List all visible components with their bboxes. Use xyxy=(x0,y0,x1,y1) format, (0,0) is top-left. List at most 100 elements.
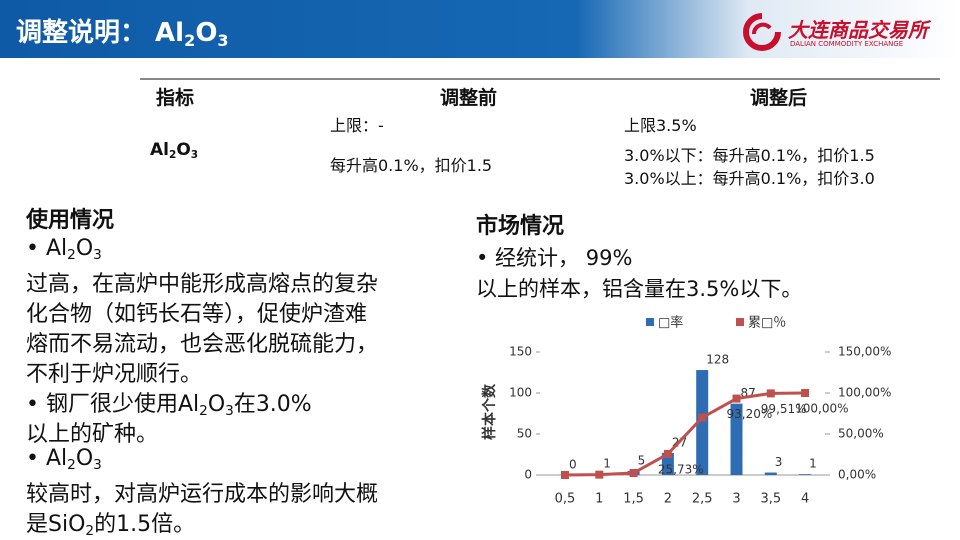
usage-line: 过高，在高炉中能形成高熔点的复杂 xyxy=(26,266,378,298)
usage-line: 较高时，对高炉运行成本的影响大概 xyxy=(26,476,378,508)
table-header: 调整前 xyxy=(440,87,498,109)
line-marker xyxy=(663,449,672,458)
line-marker xyxy=(595,470,604,479)
subscript: 3 xyxy=(217,30,229,50)
section-title: 使用情况 xyxy=(26,208,115,233)
text-run: 在3.0% xyxy=(233,392,312,417)
subscript: 3 xyxy=(225,403,234,420)
bar-value-label: 1 xyxy=(603,457,611,471)
table-cell: 3.0%以上：每升高0.1%，扣价3.0 xyxy=(624,169,875,188)
subscript: 2 xyxy=(168,149,177,162)
table-header: 调整后 xyxy=(750,87,808,109)
text-run: • Al xyxy=(26,446,68,471)
bar xyxy=(661,452,674,475)
table-cell: 上限：- xyxy=(330,116,384,135)
text-run: • Al xyxy=(26,236,68,261)
x-tick-label: 3 xyxy=(732,492,740,507)
text-run: O xyxy=(75,236,94,261)
text-run: 较高时，对高炉运行成本的影响大概 xyxy=(26,482,379,507)
text-run: O xyxy=(195,18,218,48)
usage-line: 熔而不易流动，也会恶化脱硫能力， xyxy=(26,326,378,358)
subscript: 2 xyxy=(184,30,196,50)
text-run: 不利于炉况顺行。 xyxy=(26,362,203,387)
legend-swatch xyxy=(646,318,654,326)
table-cell: 每升高0.1%，扣价1.5 xyxy=(330,156,493,175)
usage-line: 是SiO2的1.5倍。 xyxy=(26,506,195,539)
y-tick-label: 0 xyxy=(524,468,532,482)
bar-value-label: 5 xyxy=(638,453,646,467)
legend-swatch xyxy=(736,318,744,326)
x-tick-label: 2 xyxy=(664,492,672,507)
table-cell: 3.0%以下：每升高0.1%，扣价1.5 xyxy=(624,146,875,165)
header-bar xyxy=(0,0,960,58)
y-tick-label: 150 xyxy=(509,345,532,359)
usage-line: 以上的矿种。 xyxy=(26,416,158,448)
y2-tick-label: 0,00% xyxy=(838,468,876,482)
usage-line: • 钢厂很少使用Al2O3在3.0% xyxy=(26,386,312,419)
subscript: 2 xyxy=(67,247,76,264)
bar-value-label: 128 xyxy=(706,353,729,367)
usage-line: 化合物（如钙长石等），促使炉渣难 xyxy=(26,296,367,328)
text-run: O xyxy=(75,446,94,471)
bar xyxy=(799,474,812,475)
y-axis-label: 样本个数 xyxy=(481,383,498,440)
line-marker xyxy=(698,413,707,422)
cumulative-line xyxy=(564,391,806,477)
line-value-label: 93,20% xyxy=(727,407,773,421)
y-tick-label: 50 xyxy=(517,427,532,441)
line-marker xyxy=(766,389,775,398)
line-value-label: 99,51% xyxy=(761,402,807,416)
x-tick-label: 4 xyxy=(801,492,809,507)
subscript: 2 xyxy=(199,403,208,420)
text-run: Al xyxy=(150,140,169,160)
line-value-label: 100,00% xyxy=(795,402,848,416)
legend-label: □率 xyxy=(658,315,683,331)
y2-tick-label: 50,00% xyxy=(838,427,884,441)
text-run: 调整说明： Al xyxy=(16,18,185,48)
x-tick-label: 1 xyxy=(595,492,603,507)
bar-value-label: 3 xyxy=(775,455,783,469)
bar xyxy=(696,370,709,475)
y2-tick-label: 150,00% xyxy=(838,345,891,359)
logo-text: 大连商品交易所 xyxy=(788,18,928,42)
line-marker xyxy=(561,471,569,479)
usage-line: 不利于炉况顺行。 xyxy=(26,356,202,388)
section-title: 市场情况 xyxy=(476,214,565,239)
bar-value-label: 0 xyxy=(569,458,577,472)
text-run: 的1.5倍。 xyxy=(94,512,196,537)
text-run: 以上的矿种。 xyxy=(26,422,159,447)
text-run: 化合物（如钙长石等），促使炉渣难 xyxy=(26,302,368,327)
line-marker xyxy=(801,389,810,397)
table-cell: Al2O3 xyxy=(150,140,198,161)
line-marker xyxy=(629,468,638,477)
x-tick-label: 0,5 xyxy=(555,492,576,507)
text-run: 是SiO xyxy=(26,512,86,537)
x-tick-label: 2,5 xyxy=(692,492,713,507)
legend-label: 累□％ xyxy=(748,316,786,331)
text-run: • 钢厂很少使用Al xyxy=(26,392,200,417)
text-run: 过高，在高炉中能形成高熔点的复杂 xyxy=(26,272,379,297)
table-rule xyxy=(140,78,940,80)
usage-line: • Al2O3 xyxy=(26,236,102,263)
subscript: 2 xyxy=(67,457,76,474)
bar xyxy=(730,403,743,475)
table-cell: 上限3.5% xyxy=(624,116,697,135)
y2-tick-label: 100,00% xyxy=(838,386,891,400)
line-value-label: 25,73% xyxy=(658,462,704,476)
subscript: 3 xyxy=(93,457,102,474)
subscript: 3 xyxy=(93,247,102,264)
text-run: O xyxy=(207,392,226,417)
y-tick-label: 100 xyxy=(509,386,532,400)
x-tick-label: 1,5 xyxy=(623,492,644,507)
slide-title: 调整说明： Al2O3 xyxy=(16,12,229,50)
x-tick-label: 3,5 xyxy=(760,492,781,507)
subscript: 2 xyxy=(85,523,95,540)
logo-icon xyxy=(743,13,781,51)
text-run: O xyxy=(176,140,191,160)
text-run: 熔而不易流动，也会恶化脱硫能力， xyxy=(26,332,379,357)
subscript: 3 xyxy=(190,149,199,162)
usage-line: • Al2O3 xyxy=(26,446,102,473)
bar-value-label: 1 xyxy=(809,457,817,471)
